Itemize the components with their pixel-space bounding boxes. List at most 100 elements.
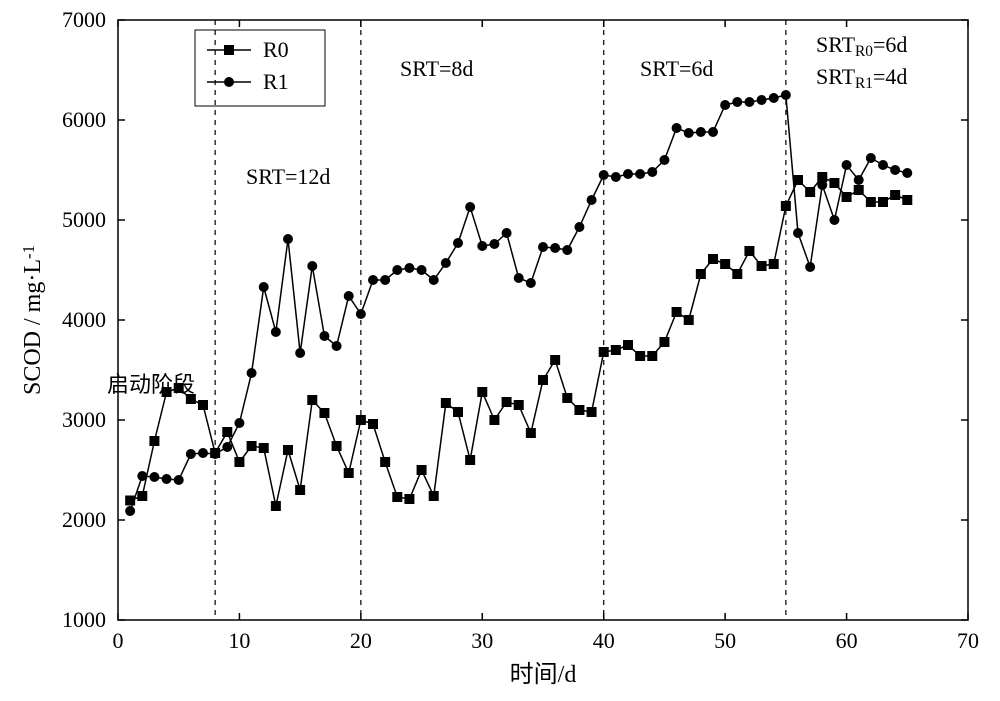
- marker-square: [441, 398, 451, 408]
- marker-circle: [829, 215, 839, 225]
- marker-square: [708, 254, 718, 264]
- marker-square: [222, 427, 232, 437]
- plot-border: [118, 20, 968, 620]
- marker-circle: [198, 448, 208, 458]
- marker-circle: [344, 291, 354, 301]
- marker-square: [332, 441, 342, 451]
- marker-circle: [635, 169, 645, 179]
- marker-circle: [514, 273, 524, 283]
- marker-square: [550, 355, 560, 365]
- marker-circle: [538, 242, 548, 252]
- marker-square: [744, 246, 754, 256]
- marker-square: [587, 407, 597, 417]
- marker-square: [611, 345, 621, 355]
- marker-circle: [125, 506, 135, 516]
- marker-circle: [259, 282, 269, 292]
- marker-circle: [417, 265, 427, 275]
- marker-square: [417, 465, 427, 475]
- marker-square: [684, 315, 694, 325]
- marker-square: [647, 351, 657, 361]
- marker-square: [732, 269, 742, 279]
- marker-square: [902, 195, 912, 205]
- marker-square: [149, 436, 159, 446]
- marker-circle: [429, 275, 439, 285]
- marker-square: [465, 455, 475, 465]
- marker-square: [137, 491, 147, 501]
- marker-square: [380, 457, 390, 467]
- marker-square: [635, 351, 645, 361]
- marker-square: [574, 405, 584, 415]
- marker-circle: [793, 228, 803, 238]
- marker-square: [878, 197, 888, 207]
- marker-circle: [611, 172, 621, 182]
- y-tick-label: 5000: [62, 207, 106, 232]
- marker-circle: [817, 180, 827, 190]
- marker-square: [283, 445, 293, 455]
- marker-circle: [489, 239, 499, 249]
- marker-square: [356, 415, 366, 425]
- x-tick-label: 0: [113, 628, 124, 653]
- annotation: SRTR0=6d: [816, 32, 907, 60]
- marker-square: [489, 415, 499, 425]
- marker-square: [829, 178, 839, 188]
- y-axis-label: SCOD / mg·L-1: [19, 245, 46, 395]
- marker-circle: [404, 263, 414, 273]
- marker-circle: [854, 175, 864, 185]
- marker-square: [793, 175, 803, 185]
- marker-square: [696, 269, 706, 279]
- marker-circle: [380, 275, 390, 285]
- marker-circle: [890, 165, 900, 175]
- marker-square: [247, 441, 257, 451]
- marker-square: [866, 197, 876, 207]
- legend-box: [195, 30, 325, 106]
- marker-circle: [599, 170, 609, 180]
- marker-square: [526, 428, 536, 438]
- marker-circle: [550, 243, 560, 253]
- marker-circle: [526, 278, 536, 288]
- marker-circle: [720, 100, 730, 110]
- x-tick-label: 60: [836, 628, 858, 653]
- marker-circle: [684, 128, 694, 138]
- marker-circle: [332, 341, 342, 351]
- marker-circle: [356, 309, 366, 319]
- marker-circle: [587, 195, 597, 205]
- marker-square: [319, 408, 329, 418]
- y-tick-label: 4000: [62, 307, 106, 332]
- y-tick-label: 7000: [62, 7, 106, 32]
- marker-square: [453, 407, 463, 417]
- marker-circle: [149, 472, 159, 482]
- chart-container: 0102030405060701000200030004000500060007…: [0, 0, 1000, 701]
- marker-square: [198, 400, 208, 410]
- marker-square: [295, 485, 305, 495]
- marker-square: [769, 259, 779, 269]
- marker-circle: [465, 202, 475, 212]
- marker-circle: [781, 90, 791, 100]
- scod-time-chart: 0102030405060701000200030004000500060007…: [0, 0, 1000, 701]
- marker-square: [368, 419, 378, 429]
- marker-circle: [696, 127, 706, 137]
- marker-square: [502, 397, 512, 407]
- x-tick-label: 20: [350, 628, 372, 653]
- marker-square: [477, 387, 487, 397]
- marker-circle: [744, 97, 754, 107]
- marker-circle: [271, 327, 281, 337]
- marker-circle: [368, 275, 378, 285]
- x-tick-label: 50: [714, 628, 736, 653]
- annotation: 启动阶段: [107, 372, 195, 397]
- marker-square: [842, 192, 852, 202]
- marker-square: [659, 337, 669, 347]
- marker-circle: [732, 97, 742, 107]
- x-tick-label: 70: [957, 628, 979, 653]
- x-tick-label: 10: [228, 628, 250, 653]
- marker-circle: [234, 418, 244, 428]
- marker-circle: [477, 241, 487, 251]
- marker-circle: [162, 474, 172, 484]
- marker-square: [781, 201, 791, 211]
- marker-circle: [283, 234, 293, 244]
- marker-circle: [902, 168, 912, 178]
- marker-circle: [247, 368, 257, 378]
- marker-square: [805, 187, 815, 197]
- marker-square: [854, 185, 864, 195]
- marker-square: [259, 443, 269, 453]
- series-line-R0: [130, 177, 907, 506]
